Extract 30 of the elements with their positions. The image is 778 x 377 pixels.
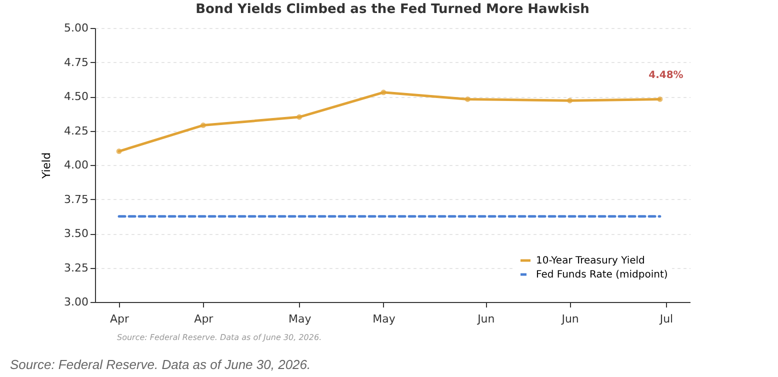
chart-title: Bond Yields Climbed as the Fed Turned More Hawkish: [196, 2, 590, 17]
y-tick-label: 4.75: [64, 56, 88, 69]
x-tick-label: Jun: [560, 312, 579, 326]
point: [296, 114, 302, 120]
point: [464, 96, 470, 102]
point: [657, 96, 663, 102]
x-tick-label: Jul: [658, 312, 674, 326]
x-tick-label: May: [372, 312, 396, 326]
source-note: Source: Federal Reserve. Data as of June 30, 2026.: [10, 357, 311, 372]
x-tick-label: Jun: [476, 312, 495, 326]
legend-label: 10-Year Treasury Yield: [536, 256, 645, 266]
y-tick-label: 4.50: [64, 90, 88, 103]
y-tick-label: 3.25: [64, 261, 88, 274]
point: [567, 98, 573, 104]
source-note: Source: Federal Reserve. Data as of June 30, 2026.: [117, 333, 322, 342]
y-axis-title: Yield: [40, 152, 54, 180]
point: [200, 122, 206, 128]
x-tick-label: May: [288, 312, 312, 326]
y-tick-label: 4.00: [64, 158, 88, 172]
y-tick-label: 3.00: [64, 296, 88, 308]
x-tick-label: Apr: [194, 312, 214, 326]
point: [380, 90, 386, 96]
y-tick-label: 5.00: [64, 22, 88, 34]
legend-label: Fed Funds Rate (midpoint): [536, 270, 668, 280]
y-tick-label: 3.50: [64, 227, 88, 240]
x-tick-label: Apr: [110, 312, 130, 326]
y-tick-label: 4.25: [64, 124, 88, 138]
y-tick-label: 3.75: [64, 192, 88, 206]
point: [116, 148, 122, 154]
annotation: 4.48%: [648, 70, 684, 82]
